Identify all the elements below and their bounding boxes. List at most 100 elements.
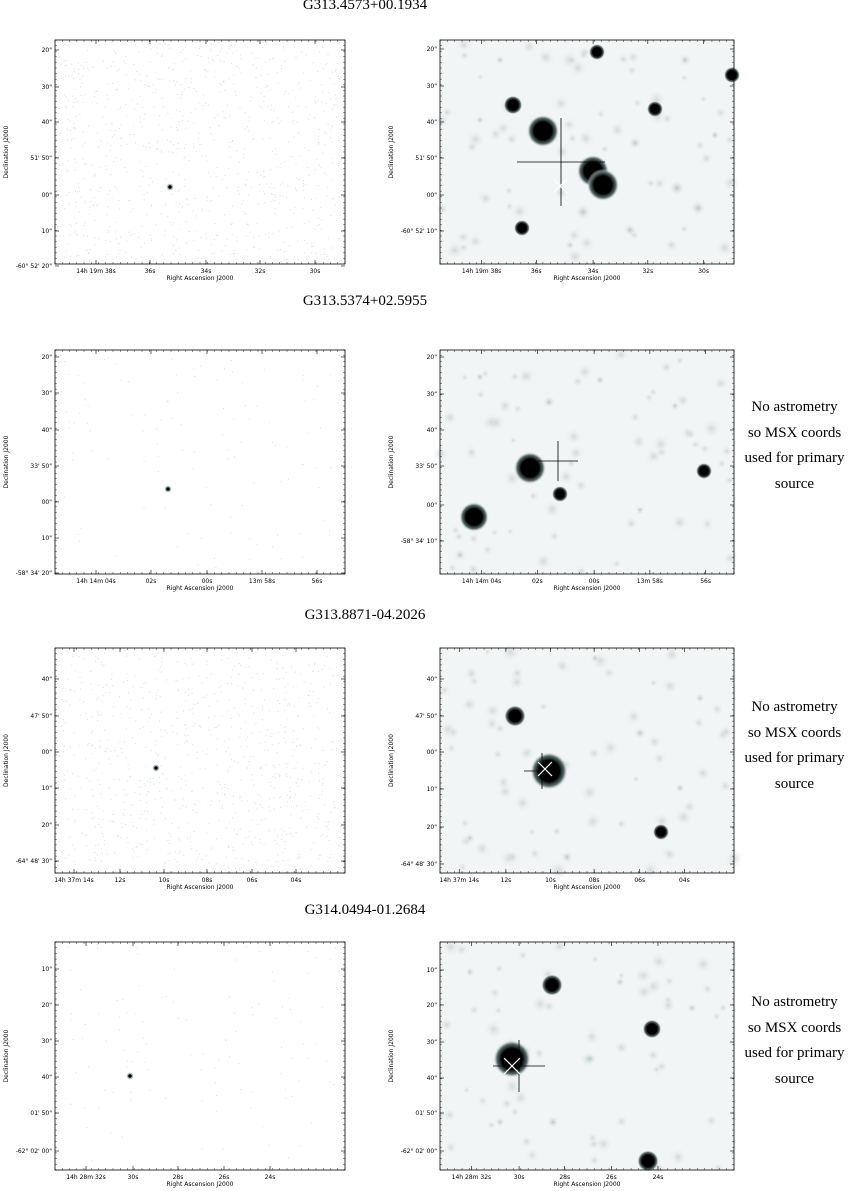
note-line: used for primary — [744, 1045, 845, 1061]
note-line: source — [774, 1070, 815, 1087]
x-tick-label: 30s — [514, 1174, 525, 1181]
star-source — [542, 395, 556, 409]
y-tick-label: 20" — [42, 1002, 53, 1009]
star-source — [642, 1019, 662, 1039]
radio-image-panel: 14h 28m 32s 30s 28s 26s 24s 10" 20" 30" 40" 01' 5… — [3, 941, 346, 1188]
y-tick-label: 51' 50" — [30, 155, 52, 162]
plot-frame — [54, 39, 346, 265]
y-tick-label: -58° 34' 20" — [16, 570, 53, 577]
infrared-image-panel: 14h 28m 32s 30s 28s 26s 24s 10" 20" 30" 40" 01' 5… — [388, 937, 735, 1188]
x-tick-label: 00s — [202, 578, 213, 585]
y-tick-label: 10" — [42, 785, 53, 792]
x-tick-label: 06s — [247, 877, 258, 884]
star-source — [670, 401, 680, 411]
x-axis-label: Right Ascension J2000 — [167, 1181, 234, 1188]
x-tick-label: 08s — [589, 877, 600, 884]
y-tick-label: 40" — [427, 119, 438, 126]
y-tick-label: 20" — [427, 354, 438, 361]
star-source — [541, 974, 563, 996]
star-source — [678, 53, 692, 67]
y-tick-label: 51' 50" — [415, 155, 437, 162]
star-source — [615, 977, 625, 987]
y-axis-label: Declination J2000 — [3, 125, 10, 178]
x-tick-label: 02s — [146, 578, 157, 585]
y-axis-label: Declination J2000 — [3, 734, 10, 787]
y-tick-label: 40" — [42, 427, 53, 434]
radio-image-panel: 14h 37m 14s 12s 10s 08s 06s 04s 40" 47' 50" 00" 1… — [3, 647, 346, 891]
y-axis-label: Declination J2000 — [388, 1029, 395, 1082]
x-tick-label: 14h 37m 14s — [54, 877, 94, 884]
y-tick-label: 00" — [42, 499, 53, 506]
star-source — [503, 95, 523, 115]
x-tick-label: 36s — [531, 268, 542, 275]
plot-frame — [54, 647, 346, 874]
y-tick-label: 01' 50" — [415, 1110, 437, 1117]
star-source — [586, 168, 620, 202]
x-tick-label: 10s — [159, 877, 170, 884]
x-axis-label: Right Ascension J2000 — [167, 884, 234, 891]
y-tick-label: 20" — [427, 824, 438, 831]
star-source — [513, 219, 531, 237]
star-source — [695, 462, 713, 480]
y-tick-label: 40" — [427, 1075, 438, 1082]
figure-title: G314.0494-01.2684 — [304, 902, 426, 918]
infrared-image-panel: 14h 14m 04s 02s 00s 13m 58s 56s 20" 30" 40" 33' … — [388, 346, 738, 592]
x-tick-label: 14h 14m 04s — [462, 578, 502, 585]
star-source — [546, 1115, 560, 1129]
star-source — [526, 114, 560, 148]
y-axis-label: Declination J2000 — [3, 435, 10, 488]
y-tick-label: 20" — [42, 822, 53, 829]
x-tick-label: 28s — [559, 1174, 570, 1181]
x-tick-label: 30s — [128, 1174, 139, 1181]
y-tick-label: 20" — [42, 47, 53, 54]
infrared-image-panel: 14h 37m 14s 12s 10s 08s 06s 04s 40" 47' 50" 00" 1… — [388, 642, 744, 891]
note-line: source — [774, 475, 815, 492]
star-source — [637, 1150, 659, 1172]
y-tick-label: 47' 50" — [30, 713, 52, 720]
x-tick-label: 14h 19m 38s — [462, 268, 502, 275]
star-source — [675, 783, 685, 793]
y-tick-label: 30" — [427, 83, 438, 90]
x-tick-label: 04s — [679, 877, 690, 884]
x-tick-label: 30s — [698, 268, 709, 275]
x-tick-label: 26s — [606, 1174, 617, 1181]
y-tick-label: 20" — [42, 354, 53, 361]
star-source — [495, 1117, 505, 1127]
x-tick-label: 56s — [700, 578, 711, 585]
note-line: source — [774, 775, 815, 792]
y-tick-label: 10" — [42, 535, 53, 542]
y-tick-label: 33' 50" — [415, 463, 437, 470]
y-tick-label: 10" — [427, 967, 438, 974]
star-source — [560, 850, 574, 864]
star-source — [646, 100, 664, 118]
star-source — [690, 200, 706, 216]
source-dot — [154, 766, 158, 770]
star-source — [595, 375, 605, 385]
x-tick-label: 08s — [202, 877, 213, 884]
infrared-image-panel: 14h 19m 38s 36s 34s 32s 30s 20" 30" 40" 51' 50" 0… — [388, 37, 741, 282]
x-tick-label: 34s — [588, 268, 599, 275]
x-axis-label: Right Ascension J2000 — [554, 1181, 621, 1188]
source-dot — [166, 487, 170, 491]
y-tick-label: 40" — [427, 676, 438, 683]
x-tick-label: 00s — [589, 578, 600, 585]
y-tick-label: -64° 48' 30" — [401, 861, 438, 868]
radio-image-panel: 14h 14m 04s 02s 00s 13m 58s 56s 20" 30" 40" 33' … — [3, 349, 346, 592]
star-source — [590, 653, 600, 663]
star-source — [588, 43, 606, 61]
y-tick-label: 30" — [427, 391, 438, 398]
x-tick-label: 14h 28m 32s — [452, 1174, 492, 1181]
y-tick-label: -62° 02' 00" — [16, 1148, 53, 1155]
x-tick-label: 30s — [310, 268, 321, 275]
y-tick-label: -60° 52' 10" — [401, 228, 438, 235]
star-source — [687, 1003, 697, 1013]
y-tick-label: 30" — [42, 390, 53, 397]
star-source — [710, 130, 720, 140]
x-tick-label: 14h 19m 38s — [76, 268, 116, 275]
y-tick-label: 01' 50" — [30, 1110, 52, 1117]
star-source — [633, 726, 647, 740]
y-tick-label: -60° 52' 20" — [16, 263, 53, 270]
y-tick-label: 40" — [427, 427, 438, 434]
note-line: so MSX coords — [747, 1019, 842, 1036]
plot-frame — [54, 349, 346, 575]
